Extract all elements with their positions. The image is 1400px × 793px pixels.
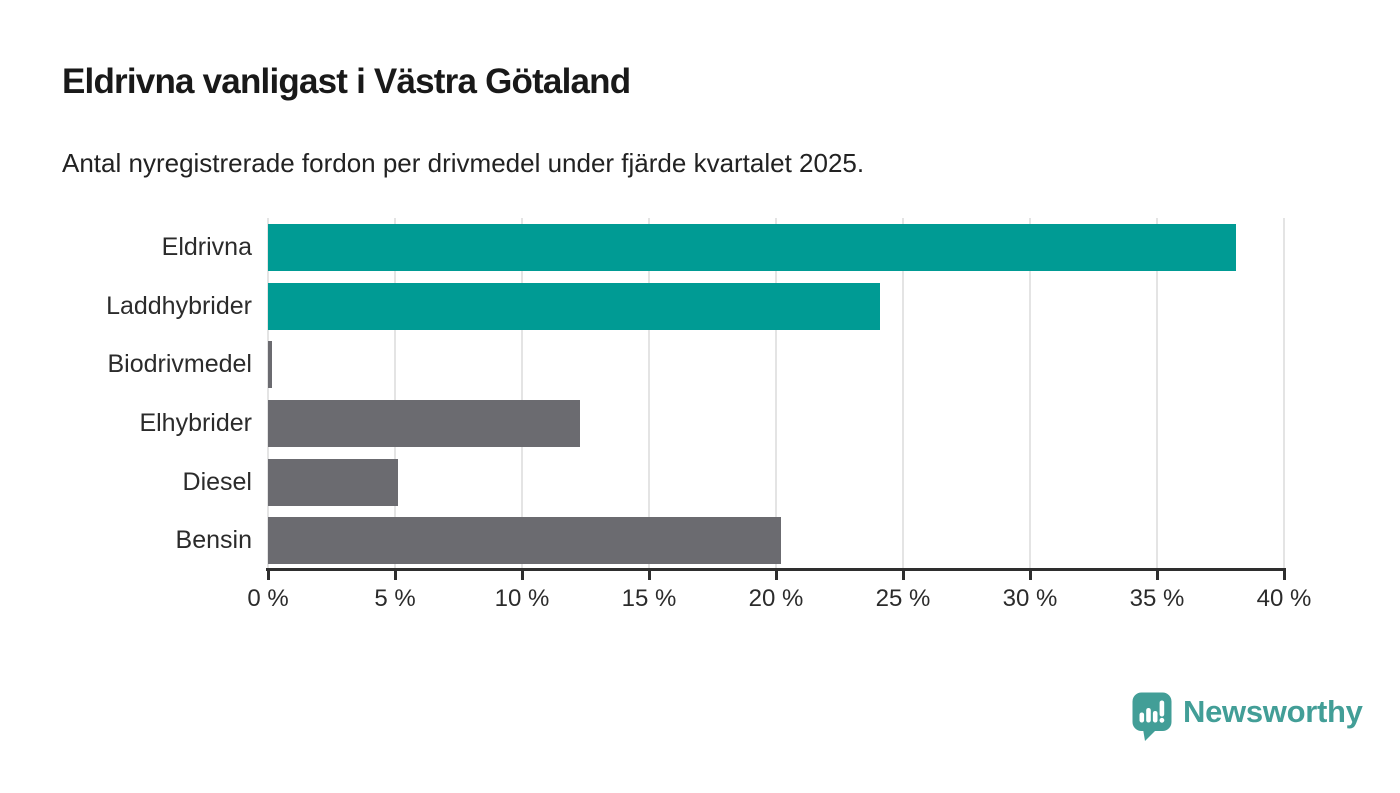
category-label: Laddhybrider [106,291,252,320]
x-tick-mark [774,571,778,580]
x-tick-mark [647,571,651,580]
x-tick-label: 40 % [1256,585,1312,612]
category-labels: Eldrivna Laddhybrider Biodrivmedel Elhybrid… [40,218,252,570]
chart-subtitle: Antal nyregistrerade fordon per drivmede… [62,148,865,178]
newsworthy-logo-text: Newsworthy [1183,694,1363,729]
category-label: Elhybrider [139,409,252,437]
bar-biodrivmedel [268,341,272,389]
gridline [394,218,396,570]
bar-diesel [268,458,398,506]
chart-title: Eldrivna vanligast i Västra Götaland [62,62,631,101]
gridline [775,218,777,570]
gridline [1029,218,1031,570]
x-axis-line [266,568,1286,571]
gridline [1283,218,1285,570]
x-tick-mark [1028,571,1032,580]
gridline [521,218,523,570]
x-tick-mark [266,571,270,580]
gridline [267,218,269,570]
x-tick-mark [393,571,397,580]
category-label: Diesel [182,467,252,496]
x-tick-label: 10 % [494,585,550,612]
bar-laddhybrider [268,282,881,330]
x-tick-mark [901,571,905,580]
x-tick-label: 15 % [621,585,677,612]
category-label: Biodrivmedel [107,350,252,379]
category-label: Bensin [175,526,252,555]
x-tick-mark [1282,571,1286,580]
newsworthy-logo-icon [1132,692,1172,741]
x-tick-label: 35 % [1129,585,1185,612]
bar-eldrivna [268,223,1236,271]
gridline [902,218,904,570]
category-label: Eldrivna [161,233,252,261]
x-tick-label: 25 % [875,585,931,612]
plot-area [267,218,1285,570]
x-tick-mark [1155,571,1159,580]
x-tick-label: 30 % [1002,585,1058,612]
x-tick-label: 5 % [374,585,416,612]
bar-bensin [268,517,782,565]
bar-elhybrider [268,399,581,447]
x-axis: 0 % 5 % 10 % 15 % 20 % 25 % 30 % 35 % 40 % [247,571,1311,631]
x-tick-label: 20 % [748,585,804,612]
newsworthy-logo: Newsworthy [1132,692,1363,741]
gridline [1156,218,1158,570]
gridline [648,218,650,570]
x-tick-mark [520,571,524,580]
x-tick-label: 0 % [247,585,289,612]
